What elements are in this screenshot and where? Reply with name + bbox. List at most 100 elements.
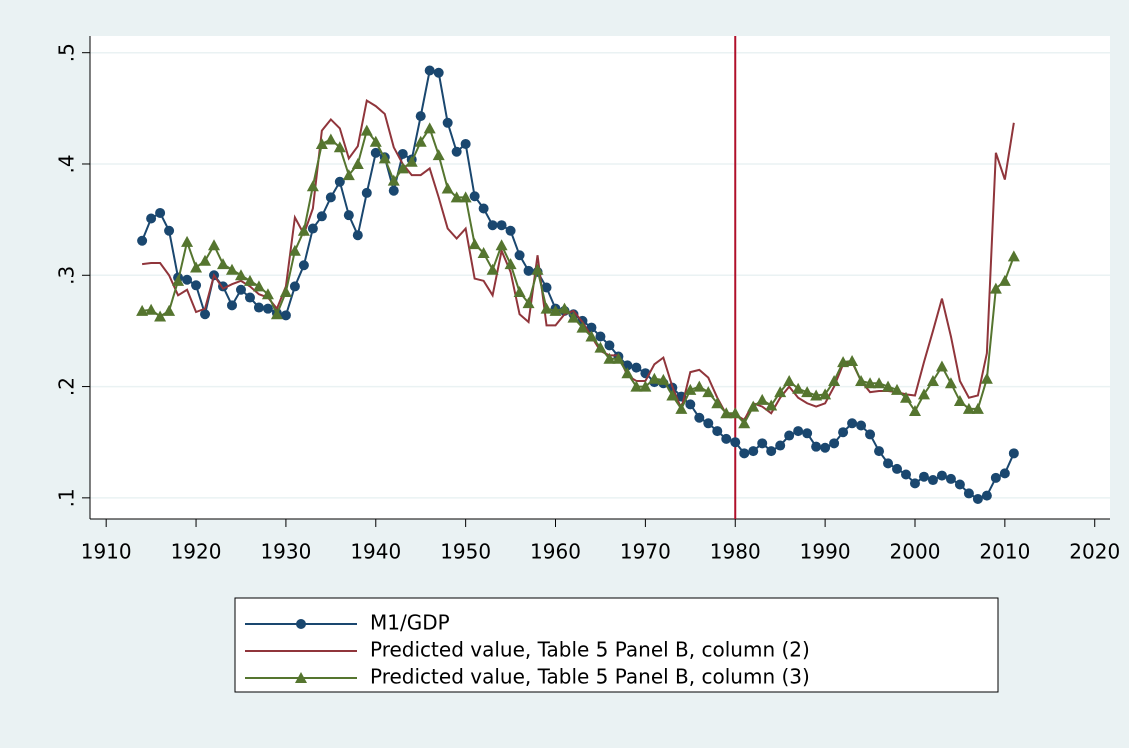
data-point — [315, 137, 328, 149]
data-point — [757, 438, 768, 449]
data-point — [891, 383, 904, 395]
data-point — [711, 397, 724, 409]
data-point — [388, 185, 399, 196]
legend-label: Predicted value, Table 5 Panel B, column… — [370, 665, 810, 689]
data-point — [864, 377, 877, 389]
data-point — [586, 322, 597, 333]
legend-label: Predicted value, Table 5 Panel B, column… — [370, 638, 810, 662]
data-point — [639, 380, 652, 392]
data-point — [837, 356, 850, 368]
x-tick-label: 1920 — [171, 540, 222, 564]
data-point — [181, 235, 194, 247]
data-point — [441, 182, 454, 194]
data-point — [307, 223, 318, 234]
data-point — [182, 274, 193, 285]
data-point — [172, 274, 185, 286]
data-point — [360, 124, 373, 136]
data-point — [289, 281, 300, 292]
data-point — [298, 260, 309, 271]
data-point — [766, 446, 777, 457]
data-point — [783, 375, 796, 386]
data-point — [415, 111, 426, 122]
data-point — [477, 247, 490, 259]
data-point — [226, 300, 237, 311]
data-point — [513, 285, 526, 297]
data-point — [433, 67, 444, 78]
data-point — [909, 478, 920, 489]
data-point — [631, 362, 642, 373]
data-point — [361, 187, 372, 198]
data-point — [927, 475, 938, 486]
data-point — [829, 438, 840, 449]
data-point — [1007, 250, 1020, 262]
data-point — [469, 191, 480, 202]
data-point — [603, 352, 616, 364]
data-point — [459, 191, 472, 203]
data-point — [838, 427, 849, 438]
data-point — [397, 148, 408, 159]
data-point — [630, 380, 643, 392]
data-point — [342, 169, 355, 181]
data-point — [900, 391, 912, 403]
data-point — [495, 239, 508, 251]
data-point — [855, 375, 868, 386]
data-point — [558, 302, 571, 314]
data-point — [748, 446, 759, 457]
data-point — [972, 493, 983, 504]
data-point — [288, 244, 301, 256]
data-point — [963, 488, 974, 499]
y-tick-label: .3 — [55, 266, 79, 285]
data-point — [999, 468, 1010, 479]
data-point — [190, 261, 203, 273]
data-point — [971, 402, 984, 414]
data-point — [261, 288, 274, 300]
data-point — [962, 402, 975, 414]
data-point — [450, 191, 463, 203]
data-point — [387, 174, 400, 186]
data-point — [675, 402, 688, 414]
data-point — [693, 380, 706, 392]
data-point — [801, 386, 814, 398]
data-point — [926, 375, 939, 386]
data-point — [874, 446, 885, 457]
data-point — [297, 224, 310, 236]
data-point — [657, 373, 670, 385]
x-tick-label: 2010 — [979, 540, 1030, 564]
data-point — [739, 448, 750, 459]
data-point — [522, 297, 535, 309]
data-point — [648, 372, 661, 384]
data-point — [451, 146, 462, 157]
data-point — [612, 352, 625, 364]
data-point — [487, 220, 498, 231]
legend-marker — [295, 672, 307, 683]
data-point — [594, 341, 607, 353]
data-point — [990, 472, 1001, 483]
data-point — [604, 340, 615, 351]
data-point — [802, 428, 813, 439]
x-tick-label: 2000 — [890, 540, 941, 564]
data-point — [953, 395, 966, 407]
data-point — [478, 203, 489, 214]
x-tick-label: 1960 — [530, 540, 581, 564]
data-point — [270, 308, 283, 320]
data-point — [666, 389, 679, 401]
x-tick-label: 1940 — [350, 540, 401, 564]
y-tick-label: .2 — [55, 377, 79, 396]
x-tick-label: 1910 — [81, 540, 132, 564]
y-tick-label: .4 — [55, 154, 79, 173]
data-point — [442, 117, 453, 128]
data-point — [540, 302, 553, 314]
data-point — [137, 235, 148, 246]
data-point — [145, 303, 158, 315]
data-point — [280, 310, 291, 321]
data-point — [684, 383, 697, 395]
data-point — [908, 405, 921, 417]
data-point — [234, 269, 247, 281]
data-point — [567, 311, 580, 323]
data-point — [775, 440, 786, 451]
data-point — [945, 473, 956, 484]
data-point — [405, 155, 418, 167]
data-point — [721, 433, 732, 444]
data-point — [154, 310, 167, 322]
